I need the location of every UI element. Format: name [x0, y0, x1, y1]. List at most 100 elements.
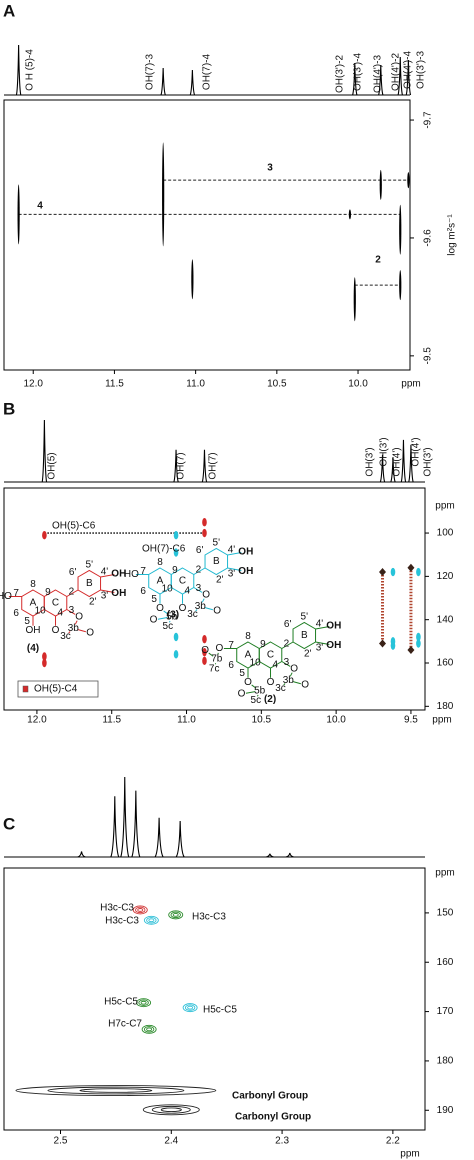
y-tick-label: -9.6 — [423, 229, 434, 247]
structure-label: A — [30, 598, 37, 609]
bond — [100, 574, 115, 578]
cross-peak — [42, 531, 47, 540]
peak-label: OH(4')-4 — [403, 51, 414, 89]
contour — [136, 998, 152, 1008]
cross-peak — [379, 568, 387, 577]
spectrum-peak — [400, 439, 407, 483]
bond — [283, 683, 286, 686]
cross-peak — [141, 1024, 157, 1034]
contour — [407, 646, 415, 655]
structure-label: 5' — [86, 559, 94, 570]
structure-label: 4' — [228, 544, 236, 555]
structure-label: 5' — [301, 611, 309, 622]
cross-peak — [348, 209, 352, 220]
cross-peak — [407, 646, 415, 655]
structure-label: 6' — [284, 619, 292, 630]
structure-label: 3' — [101, 590, 109, 601]
bond — [208, 652, 214, 657]
contour — [202, 518, 207, 527]
structure-label: OH — [326, 640, 341, 651]
annotation: Carbonyl Group — [235, 1112, 311, 1123]
structure-label: HO — [124, 569, 139, 580]
cross-peak — [416, 632, 421, 642]
structure-label: 7c — [209, 663, 220, 674]
contour — [42, 531, 47, 540]
cross-peak — [202, 656, 207, 666]
cross-peak — [390, 567, 396, 577]
y-tick-label: -9.5 — [423, 347, 434, 365]
annotation: H3c-C3 — [100, 903, 134, 914]
structure-label: O — [244, 677, 252, 688]
tie-line-label: 2 — [375, 255, 381, 266]
structure-label: 3c — [275, 683, 286, 694]
structure-label: OH — [111, 588, 126, 599]
x-tick-label: 12.0 — [23, 379, 43, 390]
contour — [146, 1027, 153, 1032]
cross-peak — [173, 531, 179, 540]
y-tick-label: 170 — [437, 1006, 454, 1017]
panel-letter: B — [3, 399, 15, 418]
spectrum-peak — [189, 69, 196, 96]
structure-label: OH — [111, 568, 126, 579]
spectrum-peak — [285, 852, 294, 858]
peak-label: OH(4') — [411, 437, 422, 466]
structure-label: 7 — [228, 640, 234, 651]
x-tick-label: 2.3 — [275, 1136, 289, 1147]
structure-label: 2' — [89, 596, 97, 607]
structure-label: 2 — [284, 639, 290, 650]
contour — [399, 270, 402, 301]
structure-label: O — [290, 663, 298, 674]
bond — [66, 589, 79, 597]
spectrum-peak — [201, 449, 208, 483]
structure-label: O — [179, 603, 187, 614]
contour — [379, 169, 382, 200]
contour — [173, 650, 179, 659]
cross-peak — [168, 910, 184, 920]
y-tick-label: 120 — [437, 571, 454, 582]
structure-label: 8 — [245, 631, 251, 642]
contour — [202, 647, 207, 657]
contour — [138, 999, 149, 1006]
spectrum-peak — [110, 796, 120, 858]
contour — [184, 1004, 196, 1011]
cross-peak — [132, 905, 148, 915]
annotation: H5c-C5 — [104, 997, 138, 1008]
bond — [257, 694, 259, 697]
contour — [407, 172, 410, 189]
structure-label: 6 — [140, 586, 146, 597]
plot-frame — [3, 487, 426, 711]
contour — [160, 1107, 182, 1113]
spectrum-peak — [160, 67, 166, 96]
cross-peak — [407, 563, 415, 572]
structure-label: 3b — [68, 623, 80, 634]
y-axis-label: log m²s⁻¹ — [447, 214, 458, 256]
spectrum-peak — [390, 457, 396, 483]
structure-label: 5c — [251, 695, 262, 706]
structure-label: 4 — [58, 607, 64, 618]
y-tick-label: 140 — [437, 614, 454, 625]
contour — [182, 1003, 198, 1013]
peak-label: OH(5) — [47, 452, 58, 479]
contour — [416, 639, 421, 648]
structure-label: OH — [26, 625, 41, 636]
contour — [202, 656, 207, 666]
peak-label: OH(3')-2 — [335, 55, 346, 93]
cross-peak — [173, 548, 179, 557]
contour — [151, 1105, 191, 1114]
structure-label: 9 — [260, 639, 266, 650]
contour — [390, 641, 396, 650]
structure-label: O — [201, 645, 209, 656]
peak-label: O H (5)-4 — [25, 49, 36, 91]
structure-label: O — [86, 628, 94, 639]
structure-label: 6' — [196, 545, 204, 556]
contour — [191, 259, 194, 300]
structure-label: 4' — [316, 618, 324, 629]
structure-label: 6 — [13, 608, 19, 619]
structure-label: 4' — [101, 566, 109, 577]
structure-label: O — [52, 625, 60, 636]
y-tick-label: 160 — [437, 658, 454, 669]
structure-label: O — [202, 589, 210, 600]
structure-label: O — [75, 611, 83, 622]
bond — [193, 587, 203, 593]
y-tick-label: 180 — [437, 1056, 454, 1067]
